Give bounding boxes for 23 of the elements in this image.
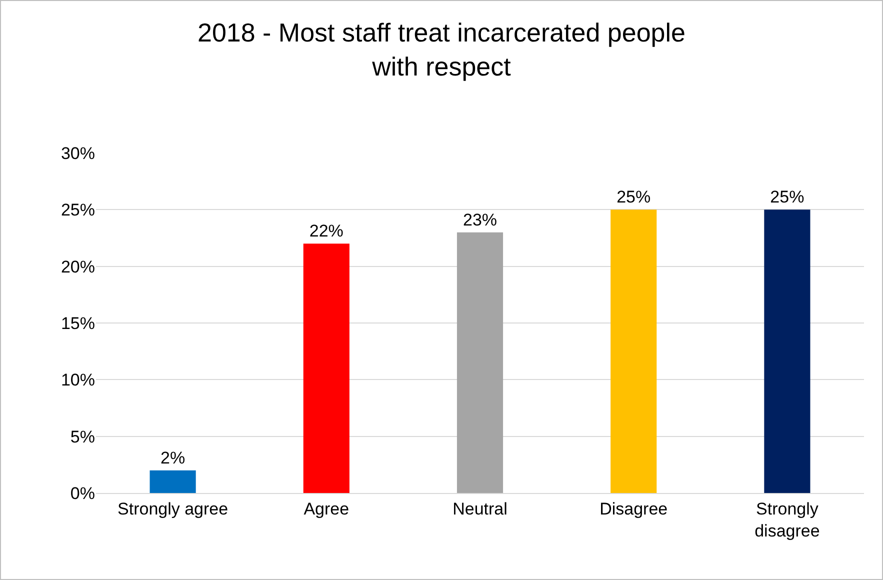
y-tick-label: 30%: [60, 144, 95, 163]
y-tick-label: 0%: [70, 484, 95, 503]
x-tick-label: Disagree: [600, 499, 668, 518]
data-label: 25%: [770, 188, 804, 207]
x-tick-label: Neutral: [452, 499, 508, 518]
x-tick-label: Strongly agree: [118, 499, 228, 518]
data-label: 25%: [616, 188, 651, 207]
x-tick-label: Agree: [304, 499, 350, 518]
bar: [456, 232, 504, 493]
y-tick-label: 5%: [70, 427, 95, 446]
bar: [610, 210, 657, 493]
bar: [764, 210, 810, 493]
data-label: 23%: [462, 210, 498, 230]
data-label: 2%: [160, 448, 186, 468]
x-tick-label: Strongly disagree: [754, 499, 820, 540]
y-tick-label: 15%: [60, 314, 95, 333]
y-tick-label: 10%: [60, 370, 95, 390]
chart-title: 2018 - Most staff treat incarcerated people with respect: [197, 17, 686, 82]
y-tick-label: 20%: [60, 257, 95, 276]
y-tick-label: 25%: [60, 200, 95, 220]
bar: [303, 244, 350, 493]
bar: [150, 470, 196, 493]
data-label: 22%: [309, 222, 344, 241]
